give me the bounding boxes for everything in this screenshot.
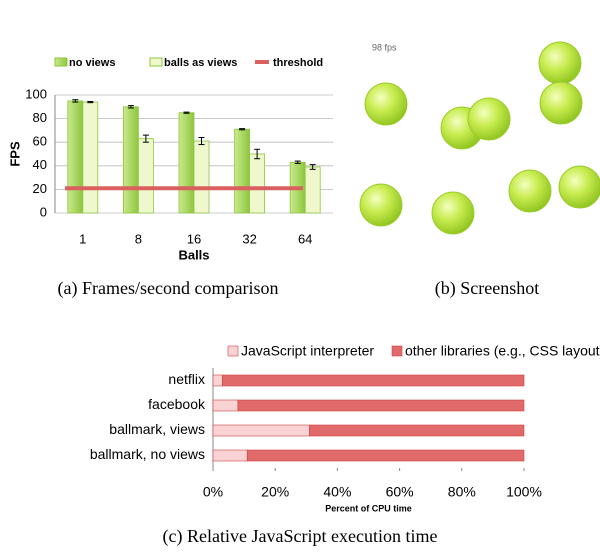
x-tick-label: 20%	[261, 484, 289, 500]
y-tick-label: 0	[40, 204, 47, 219]
x-axis-label: Percent of CPU time	[325, 503, 412, 513]
bar	[67, 100, 84, 214]
y-tick-label: 80	[33, 110, 47, 125]
bar	[123, 106, 139, 214]
error-bar	[87, 100, 94, 104]
legend-swatch	[227, 345, 239, 357]
bar	[178, 112, 195, 214]
bar	[193, 140, 210, 214]
legend-swatch	[391, 345, 403, 357]
legend-label: threshold	[273, 57, 323, 69]
screenshot: 98 fps (b) Screenshot	[352, 28, 600, 299]
legend-label: JavaScript interpreter	[241, 343, 374, 359]
error-bar	[294, 160, 301, 164]
bar	[212, 424, 310, 437]
bar	[246, 449, 525, 462]
legend-label: other libraries (e.g., CSS layout)	[405, 343, 600, 359]
x-tick-label: 80%	[448, 484, 476, 500]
x-tick-label: 32	[242, 231, 256, 246]
x-tick-label: 16	[187, 231, 201, 246]
bar	[212, 374, 223, 387]
y-axis-label: FPS	[7, 141, 22, 167]
error-bar	[127, 105, 134, 109]
error-bar	[72, 99, 79, 103]
bar	[237, 399, 525, 412]
bar	[212, 449, 248, 462]
error-bar	[254, 148, 261, 160]
error-bar	[142, 134, 149, 143]
legend-label: no views	[69, 57, 115, 69]
x-tick-label: 0%	[203, 484, 223, 500]
x-tick-label: 100%	[506, 484, 542, 500]
bar	[304, 166, 321, 214]
legend-label: balls as views	[164, 57, 237, 69]
bar	[249, 153, 266, 214]
balls	[359, 41, 600, 235]
bar	[222, 374, 525, 387]
error-bar	[309, 164, 316, 170]
legend-swatch	[54, 57, 68, 67]
legend-swatch	[149, 57, 163, 67]
x-tick-label: 1	[79, 231, 86, 246]
y-tick-label: 60	[33, 134, 47, 149]
bar	[234, 128, 251, 214]
x-tick-label: 64	[298, 231, 312, 246]
error-bar	[183, 111, 190, 114]
x-axis-label: Balls	[178, 247, 209, 262]
x-tick-label: 60%	[386, 484, 414, 500]
x-tick-label: 40%	[323, 484, 351, 500]
bar	[309, 424, 525, 437]
error-bar	[198, 136, 205, 146]
caption: (a) Frames/second comparison	[58, 278, 279, 299]
y-tick-label: ballmark, views	[109, 421, 205, 437]
error-bar	[239, 128, 246, 131]
y-tick-label: ballmark, no views	[90, 446, 205, 462]
bar	[137, 138, 154, 214]
y-tick-label: netflix	[168, 371, 205, 387]
caption: (c) Relative JavaScript execution time	[163, 526, 438, 547]
bar	[212, 399, 239, 412]
fps-label: 98 fps	[372, 42, 397, 52]
y-tick-label: facebook	[148, 396, 206, 412]
bar	[82, 101, 99, 214]
x-tick-label: 8	[135, 231, 142, 246]
caption: (b) Screenshot	[435, 278, 539, 299]
y-tick-label: 100	[25, 86, 47, 101]
y-tick-label: 20	[33, 181, 47, 196]
y-tick-label: 40	[33, 157, 47, 172]
